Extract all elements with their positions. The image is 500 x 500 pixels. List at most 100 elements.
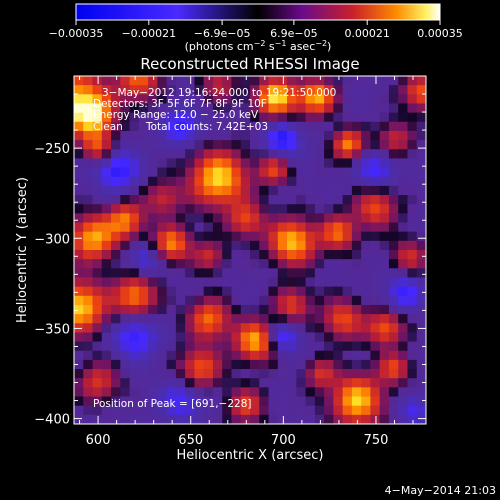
heatmap-cell bbox=[111, 185, 121, 196]
heatmap-cell bbox=[250, 76, 260, 86]
heatmap-cell bbox=[416, 268, 426, 279]
heatmap-cell bbox=[277, 295, 288, 306]
heatmap-cell bbox=[296, 85, 307, 95]
heatmap-cells bbox=[74, 76, 426, 424]
heatmap-cell bbox=[379, 359, 390, 370]
heatmap-cell bbox=[287, 259, 297, 269]
heatmap-cell bbox=[203, 396, 214, 407]
heatmap-cell bbox=[138, 341, 149, 352]
heatmap-cell bbox=[129, 149, 140, 160]
heatmap-cell bbox=[305, 414, 316, 424]
heatmap-cell bbox=[166, 85, 177, 95]
heatmap-cell bbox=[342, 149, 353, 160]
heatmap-cell bbox=[83, 195, 94, 205]
heatmap-cell bbox=[240, 185, 251, 196]
heatmap-cell bbox=[324, 103, 334, 114]
heatmap-cell bbox=[83, 396, 94, 407]
heatmap-cell bbox=[231, 268, 242, 279]
heatmap-cell bbox=[148, 378, 158, 388]
heatmap-cell bbox=[250, 341, 260, 352]
heatmap-cell bbox=[111, 405, 121, 416]
heatmap-cell bbox=[212, 268, 223, 279]
heatmap-cell bbox=[203, 341, 214, 352]
heatmap-cell bbox=[138, 167, 149, 178]
heatmap-cell bbox=[250, 350, 260, 361]
heatmap-cell bbox=[268, 378, 279, 388]
heatmap-cell bbox=[185, 405, 196, 416]
heatmap-cell bbox=[296, 76, 307, 86]
plot-frame bbox=[73, 75, 427, 425]
heatmap-cell bbox=[157, 277, 168, 288]
heatmap-cell bbox=[166, 405, 177, 416]
heatmap-cell bbox=[277, 259, 288, 269]
heatmap-cell bbox=[361, 176, 372, 187]
heatmap-cell bbox=[296, 323, 307, 334]
heatmap-cell bbox=[416, 396, 426, 407]
heatmap-cell bbox=[203, 240, 214, 251]
heatmap-cell bbox=[351, 323, 362, 334]
heatmap-cell bbox=[398, 304, 409, 315]
heatmap-cell bbox=[185, 240, 196, 251]
heatmap-cell bbox=[92, 204, 103, 214]
heatmap-cell bbox=[314, 250, 325, 260]
heatmap-cell bbox=[111, 332, 121, 343]
heatmap-cell bbox=[92, 396, 103, 407]
heatmap-cell bbox=[111, 295, 121, 306]
heatmap-cell bbox=[185, 387, 196, 398]
heatmap-cell bbox=[157, 222, 168, 233]
heatmap-cell bbox=[287, 222, 297, 233]
heatmap-cell bbox=[231, 94, 242, 105]
heatmap-cell bbox=[166, 332, 177, 343]
heatmap-cell bbox=[175, 286, 186, 297]
heatmap-cell bbox=[231, 396, 242, 407]
heatmap-cell bbox=[351, 314, 362, 324]
heatmap-cell bbox=[120, 295, 131, 306]
heatmap-cell bbox=[268, 94, 279, 105]
heatmap-cell bbox=[305, 396, 316, 407]
heatmap-cell bbox=[277, 103, 288, 114]
x-axis-label: Heliocentric X (arcsec) bbox=[177, 448, 324, 463]
heatmap-cell bbox=[305, 323, 316, 334]
heatmap-cell bbox=[166, 213, 177, 224]
heatmap-cell bbox=[222, 185, 233, 196]
heatmap-cell bbox=[148, 204, 158, 214]
heatmap-cell bbox=[83, 250, 94, 260]
heatmap-cell bbox=[324, 387, 334, 398]
heatmap-cell bbox=[250, 204, 260, 214]
heatmap-cell bbox=[388, 414, 399, 424]
heatmap-cell bbox=[388, 85, 399, 95]
heatmap-cell bbox=[203, 323, 214, 334]
heatmap-cell bbox=[268, 350, 279, 361]
heatmap-cell bbox=[92, 286, 103, 297]
heatmap-cell bbox=[370, 176, 381, 187]
heatmap-cell bbox=[305, 85, 316, 95]
heatmap-cell bbox=[250, 277, 260, 288]
heatmap-cell bbox=[240, 149, 251, 160]
heatmap-cell bbox=[324, 286, 334, 297]
heatmap-cell bbox=[324, 295, 334, 306]
heatmap-cell bbox=[92, 295, 103, 306]
heatmap-cell bbox=[305, 167, 316, 178]
heatmap-cell bbox=[287, 295, 297, 306]
heatmap-cell bbox=[324, 76, 334, 86]
heatmap-cell bbox=[222, 103, 233, 114]
heatmap-cell bbox=[305, 378, 316, 388]
heatmap-cell bbox=[175, 222, 186, 233]
heatmap-cell bbox=[416, 378, 426, 388]
heatmap-cell bbox=[185, 332, 196, 343]
heatmap-cell bbox=[120, 112, 131, 123]
heatmap-cell bbox=[129, 240, 140, 251]
heatmap-cell bbox=[166, 378, 177, 388]
heatmap-cell bbox=[212, 140, 223, 150]
heatmap-cell bbox=[324, 149, 334, 160]
heatmap-cell bbox=[92, 304, 103, 315]
heatmap-cell bbox=[407, 167, 418, 178]
heatmap-cell bbox=[175, 76, 186, 86]
heatmap-cell bbox=[194, 94, 205, 105]
heatmap-cell bbox=[416, 240, 426, 251]
heatmap-cell bbox=[83, 94, 94, 105]
heatmap-cell bbox=[166, 167, 177, 178]
heatmap-cell bbox=[194, 286, 205, 297]
heatmap-cell bbox=[277, 167, 288, 178]
heatmap-cell bbox=[231, 76, 242, 86]
